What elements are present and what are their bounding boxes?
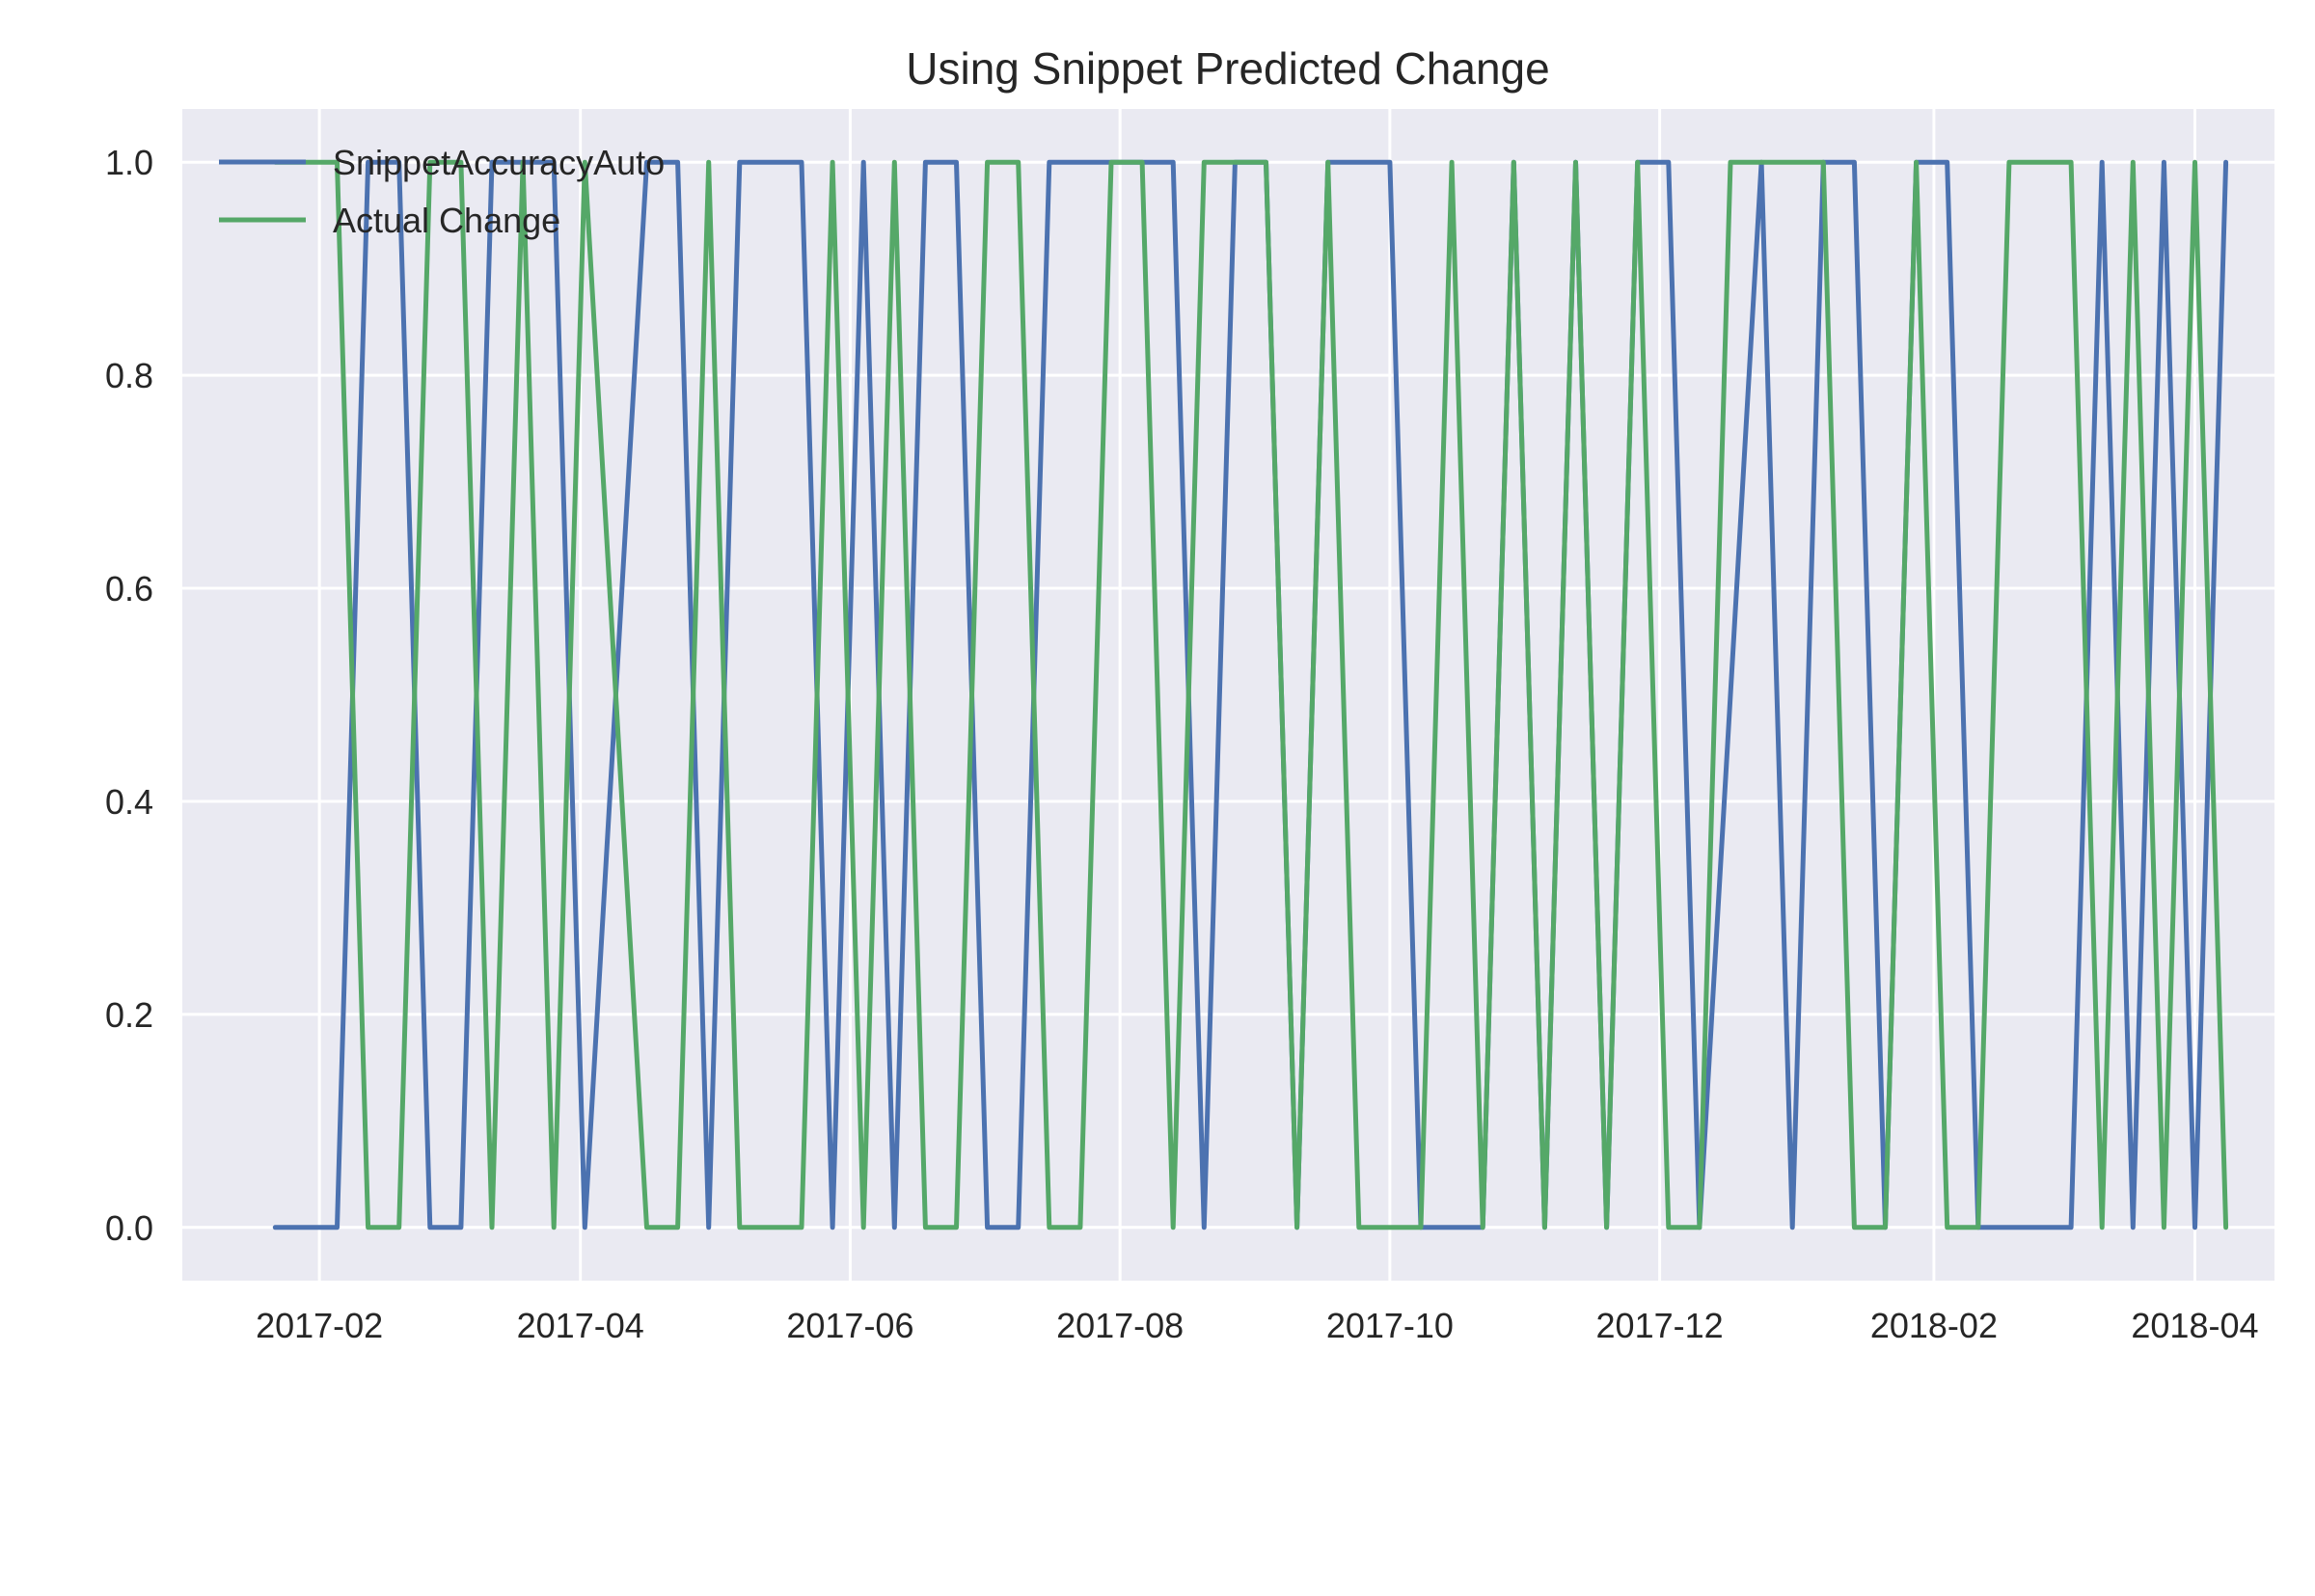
- y-tick-label: 0.6: [105, 569, 153, 609]
- tick-labels: 2017-02 2017-04 2017-06 2017-08 2017-10 2017-…: [105, 143, 2259, 1345]
- series-line-actual-change: [272, 159, 2229, 1231]
- x-tick-label: 2018-02: [1870, 1306, 1998, 1345]
- x-tick-label: 2017-02: [256, 1306, 383, 1345]
- x-tick-label: 2017-10: [1326, 1306, 1454, 1345]
- y-tick-label: 0.2: [105, 995, 153, 1035]
- legend-label: SnippetAccuracyAuto: [333, 143, 665, 182]
- x-tick-label: 2017-08: [1056, 1306, 1184, 1345]
- chart-title: Using Snippet Predicted Change: [906, 43, 1549, 94]
- y-tick-label: 0.4: [105, 782, 153, 822]
- series-lines: [272, 159, 2229, 1231]
- x-tick-label: 2017-06: [786, 1306, 913, 1345]
- y-tick-label: 0.8: [105, 356, 153, 395]
- x-tick-label: 2018-04: [2131, 1306, 2258, 1345]
- y-tick-label: 1.0: [105, 143, 153, 182]
- legend-label: Actual Change: [333, 201, 560, 240]
- y-tick-label: 0.0: [105, 1208, 153, 1248]
- legend: SnippetAccuracyAuto Actual Change: [219, 143, 665, 240]
- x-tick-label: 2017-04: [517, 1306, 644, 1345]
- plot-area: [182, 109, 2274, 1281]
- x-tick-label: 2017-12: [1596, 1306, 1724, 1345]
